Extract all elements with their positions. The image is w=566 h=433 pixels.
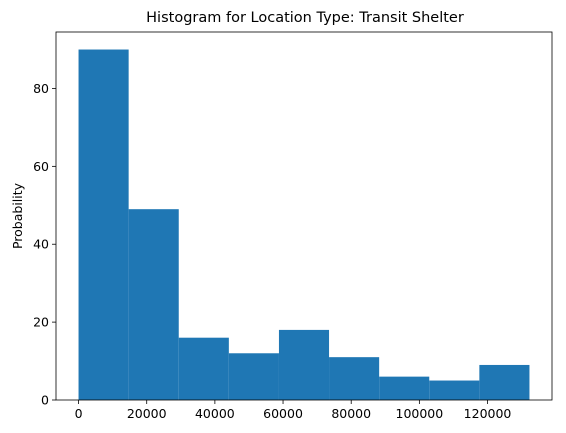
x-tick-label: 120000 [464, 406, 512, 421]
x-axis: 0 20000 40000 60000 80000 100000 120000 [75, 400, 512, 421]
y-tick-label: 80 [33, 81, 49, 96]
histogram-bar [128, 209, 179, 400]
histogram-bar [278, 329, 330, 400]
histogram-bar [329, 357, 380, 400]
histogram-bar [379, 376, 430, 400]
x-tick-label: 80000 [331, 406, 371, 421]
histogram-bar [429, 380, 480, 400]
y-axis-label: Probability [10, 182, 25, 249]
x-tick-label: 100000 [396, 406, 444, 421]
histogram-bar [228, 353, 279, 400]
bars-group [78, 49, 530, 401]
y-axis: 0 20 40 60 80 [33, 81, 56, 408]
histogram-bar [479, 364, 530, 400]
chart-title: Histogram for Location Type: Transit She… [146, 10, 464, 26]
histogram-bar [78, 49, 129, 401]
histogram-bar [178, 337, 229, 400]
x-tick-label: 60000 [263, 406, 303, 421]
plot-frame [55, 31, 553, 401]
x-tick-label: 20000 [127, 406, 167, 421]
y-tick-label: 40 [33, 237, 49, 252]
y-tick-label: 20 [33, 315, 49, 330]
y-tick-label: 60 [33, 159, 49, 174]
y-tick-label: 0 [41, 393, 49, 408]
x-tick-label: 0 [75, 406, 83, 421]
x-tick-label: 40000 [195, 406, 235, 421]
